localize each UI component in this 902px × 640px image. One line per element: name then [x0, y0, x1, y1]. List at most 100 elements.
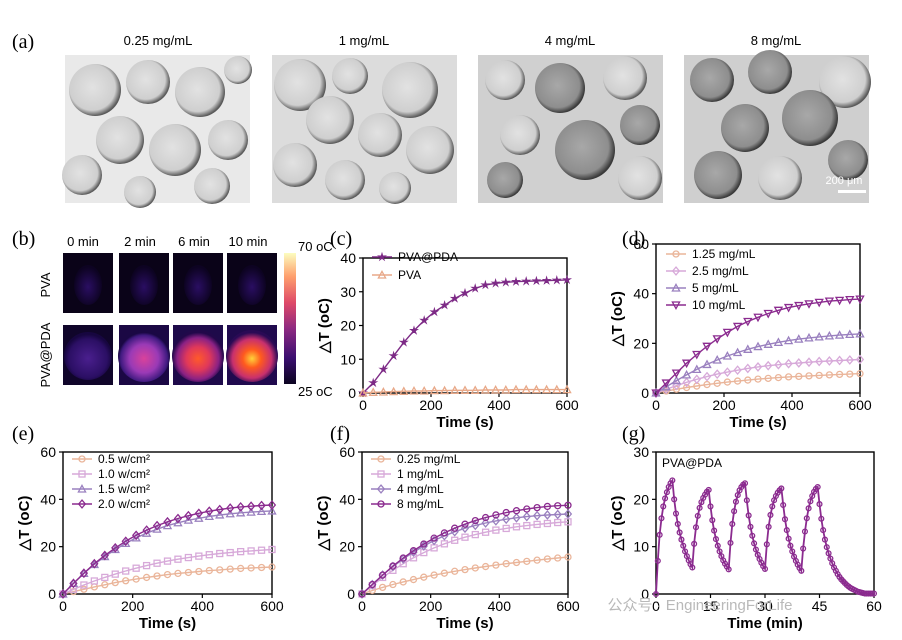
- data-point: [660, 503, 667, 510]
- row-label-pvapda: PVA@PDA: [38, 322, 53, 387]
- x-tick-label: 0: [358, 598, 366, 614]
- data-point: [709, 517, 716, 524]
- data-point: [774, 359, 783, 370]
- data-point: [682, 377, 691, 388]
- data-point: [820, 527, 827, 534]
- data-point: [692, 350, 702, 360]
- panel-f-label: (f): [330, 423, 350, 445]
- panel-e-label: (e): [12, 423, 34, 445]
- panel-g-label: (g): [622, 423, 645, 445]
- data-point: [783, 303, 794, 313]
- data-point: [741, 480, 749, 487]
- data-point: [783, 335, 794, 345]
- data-point: [174, 555, 182, 563]
- plot-frame-f: [361, 451, 569, 595]
- data-point: [460, 385, 470, 394]
- data-point: [268, 545, 276, 554]
- series-line: [362, 388, 567, 394]
- data-point: [236, 502, 245, 512]
- time-10: 10 min: [228, 234, 267, 249]
- data-point: [451, 524, 459, 532]
- data-point: [162, 520, 173, 530]
- x-tick-label: 0: [652, 598, 660, 614]
- data-point: [661, 381, 671, 391]
- legend-marker: [377, 500, 385, 508]
- data-point: [722, 351, 733, 360]
- data-point: [743, 497, 750, 504]
- data-point: [502, 524, 510, 533]
- data-point: [122, 577, 130, 585]
- data-point: [681, 369, 692, 379]
- data-point: [267, 505, 277, 515]
- data-point: [784, 373, 793, 381]
- data-point: [795, 372, 803, 381]
- data-point: [256, 506, 267, 516]
- x-tick-label: 600: [555, 397, 579, 413]
- series-d-3: [651, 295, 865, 398]
- data-point: [789, 548, 796, 555]
- data-point: [533, 556, 541, 564]
- watermark: 公众号 · EngineeringForLife: [607, 597, 792, 614]
- y-tick-label: 0: [347, 586, 355, 602]
- legend-label: 2.0 w/cm²: [98, 497, 150, 511]
- data-point: [236, 564, 245, 573]
- data-point: [763, 541, 770, 548]
- data-point: [784, 358, 793, 369]
- data-point: [451, 536, 459, 544]
- data-point: [732, 498, 739, 505]
- data-point: [399, 386, 409, 395]
- data-point: [533, 503, 541, 512]
- data-point: [723, 367, 732, 378]
- legend-marker: [671, 283, 681, 292]
- data-point: [501, 385, 511, 394]
- data-point: [825, 356, 834, 366]
- y-tick-label: 20: [340, 318, 356, 334]
- data-point: [834, 296, 845, 306]
- data-point: [194, 508, 204, 519]
- data-point: [754, 375, 762, 383]
- legend-marker: [376, 484, 386, 494]
- x-tick-label: 400: [488, 598, 512, 614]
- data-point: [195, 567, 203, 576]
- data-point: [195, 552, 203, 560]
- chart-f: (f) 0 200 400 600 0 20 40 60 Time (s) △T (oC) 0.25 …: [315, 423, 580, 632]
- plot-frame-g: [655, 451, 875, 595]
- data-point: [691, 540, 698, 547]
- series-g-0: [652, 477, 878, 598]
- data-point: [490, 278, 501, 288]
- data-point: [101, 581, 109, 589]
- data-point: [821, 536, 828, 543]
- x-tick-label: 30: [757, 598, 773, 614]
- data-point: [798, 567, 805, 574]
- x-tick-label: 600: [556, 598, 580, 614]
- micrograph-0-25: [62, 55, 252, 208]
- data-point: [752, 546, 759, 553]
- data-point: [753, 362, 763, 372]
- data-point: [205, 551, 213, 559]
- series-line: [655, 477, 874, 595]
- panel-d-label: (d): [622, 228, 645, 250]
- y-tick-label: 20: [633, 335, 649, 351]
- data-point: [471, 516, 479, 525]
- data-point: [420, 573, 428, 581]
- data-point: [368, 377, 379, 388]
- data-point: [111, 542, 120, 553]
- panel-a-title-4: 8 mg/mL: [751, 33, 802, 48]
- data-point: [523, 557, 531, 565]
- data-point: [563, 509, 573, 519]
- x-tick-label: 60: [866, 598, 882, 614]
- data-point: [257, 500, 266, 511]
- legend-label: 0.5 w/cm²: [98, 452, 150, 466]
- data-point: [531, 384, 542, 394]
- data-point: [399, 578, 407, 586]
- data-point: [226, 565, 234, 573]
- data-point: [732, 347, 743, 357]
- x-tick-label: 0: [359, 397, 367, 413]
- y-tick-label: 40: [633, 286, 649, 302]
- legend-label: 5 mg/mL: [692, 281, 739, 295]
- data-point: [69, 578, 78, 589]
- data-point: [492, 561, 500, 569]
- data-point: [419, 315, 430, 325]
- data-point: [783, 527, 790, 534]
- series-d-2: [651, 328, 865, 397]
